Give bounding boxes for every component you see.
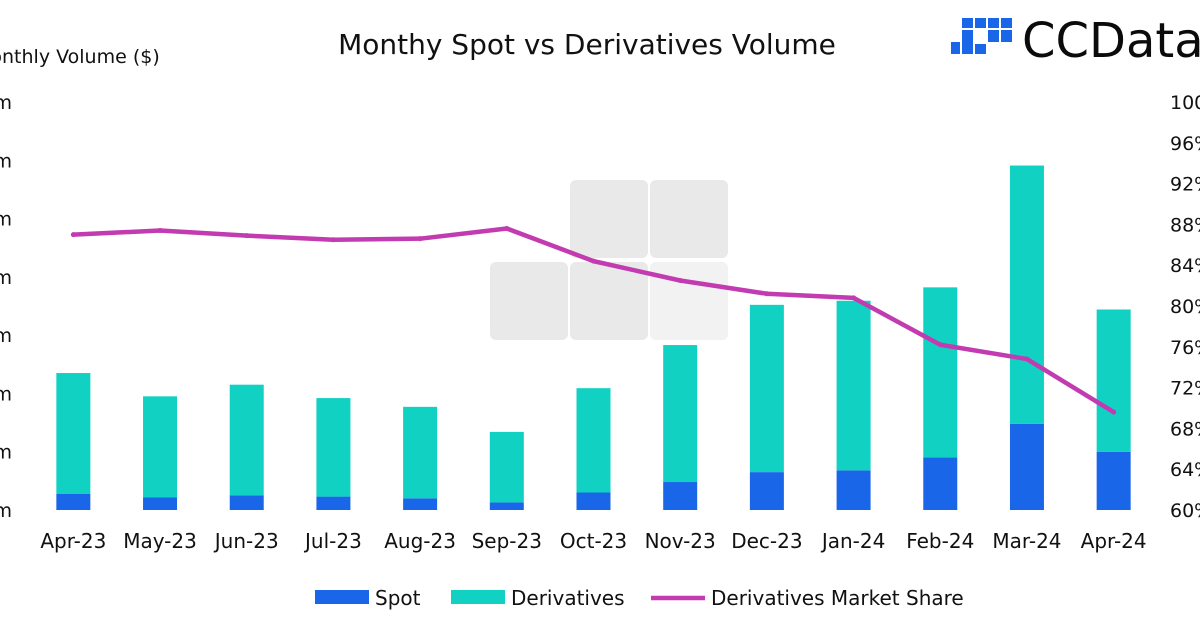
spot-bar-oct-23 [576,492,611,510]
y-right-tick-label: 88% [1170,214,1200,236]
derivatives-bar-sep-23 [489,431,524,503]
derivatives-bar-jul-23 [316,398,351,497]
chart-title: Monthy Spot vs Derivatives Volume [338,28,836,61]
watermark-logo [490,180,728,340]
x-tick-label: May-23 [123,529,197,553]
spot-bar-jan-24 [836,470,871,510]
legend-spot-swatch [315,590,369,604]
derivatives-bar-may-23 [143,396,178,498]
x-tick-label: Aug-23 [384,529,456,553]
legend-derivatives-swatch [451,590,505,604]
market-share-point-jun-23 [244,233,250,239]
y-right-tick-label: 92% [1170,174,1200,196]
market-share-point-apr-23 [70,232,76,238]
derivatives-bar-mar-24 [1009,165,1044,424]
y-left-tick-label: m [0,150,12,172]
x-tick-label: Mar-24 [992,529,1061,553]
derivatives-bar-oct-23 [576,388,611,493]
y-right-tick-label: 60% [1170,500,1200,522]
market-share-point-mar-24 [1024,356,1030,362]
spot-bar-feb-24 [923,457,958,510]
x-tick-label: Apr-23 [40,529,106,553]
market-share-point-aug-23 [417,236,423,242]
y-right-tick-label: 72% [1170,378,1200,400]
brand-logo: CCData [951,13,1200,69]
spot-bar-nov-23 [663,482,698,510]
y-left-tick-label: m [0,267,12,289]
market-share-point-jul-23 [330,237,336,243]
x-tick-label: Dec-23 [731,529,802,553]
y-left-tick-label: m [0,325,12,347]
market-share-point-dec-23 [764,291,770,297]
x-tick-label: Nov-23 [645,529,716,553]
y-axis-label: Monthly Volume ($) [0,46,160,68]
derivatives-bar-jan-24 [836,300,871,471]
y-right-tick-label: 100% [1170,92,1200,114]
spot-bar-dec-23 [749,472,784,510]
market-share-point-oct-23 [591,258,596,264]
x-tick-label: Jan-24 [820,529,886,553]
y-left-tick-label: m [0,442,12,464]
derivatives-bar-aug-23 [403,406,438,499]
legend-market-share-label: Derivatives Market Share [711,586,964,610]
spot-bar-apr-23 [56,493,91,510]
spot-bar-jun-23 [229,495,264,510]
y-right-tick-label: 96% [1170,133,1200,155]
ccdata-logo-icon [951,18,1012,54]
derivatives-bar-apr-23 [56,373,91,494]
market-share-point-may-23 [157,228,163,234]
spot-bar-sep-23 [489,502,524,510]
market-share-point-feb-24 [937,342,943,348]
market-share-point-sep-23 [504,225,510,231]
x-tick-label: Feb-24 [906,529,974,553]
derivatives-bar-apr-24 [1096,309,1131,452]
market-share-point-jan-24 [851,295,857,301]
y-left-tick-label: m [0,209,12,231]
y-left-tick-label: m [0,500,12,522]
y-right-tick-label: 84% [1170,255,1200,277]
spot-bar-aug-23 [403,498,438,510]
y-right-tick-label: 64% [1170,459,1200,481]
derivatives-bar-dec-23 [749,304,784,473]
y-left-tick-label: m [0,383,12,405]
derivatives-bar-jun-23 [229,384,264,496]
x-tick-label: Jun-23 [213,529,279,553]
spot-bar-may-23 [143,497,178,510]
y-right-tick-label: 80% [1170,296,1200,318]
x-tick-label: Sep-23 [472,529,542,553]
y-left-tick-label: m [0,92,12,114]
spot-bar-apr-24 [1096,451,1131,510]
market-share-point-nov-23 [677,278,683,283]
y-right-tick-label: 68% [1170,418,1200,440]
brand-name: CCData [1022,13,1200,69]
y-right-tick-label: 76% [1170,337,1200,359]
x-tick-label: Apr-24 [1081,529,1147,553]
x-tick-label: Jul-23 [303,529,362,553]
spot-bar-jul-23 [316,496,351,510]
derivatives-bar-feb-24 [923,287,958,458]
legend-derivatives-label: Derivatives [511,586,625,610]
x-tick-label: Oct-23 [560,529,627,553]
legend-spot-label: Spot [375,586,421,610]
spot-bar-mar-24 [1009,423,1044,510]
derivatives-bar-nov-23 [663,345,698,483]
market-share-point-apr-24 [1111,409,1117,415]
